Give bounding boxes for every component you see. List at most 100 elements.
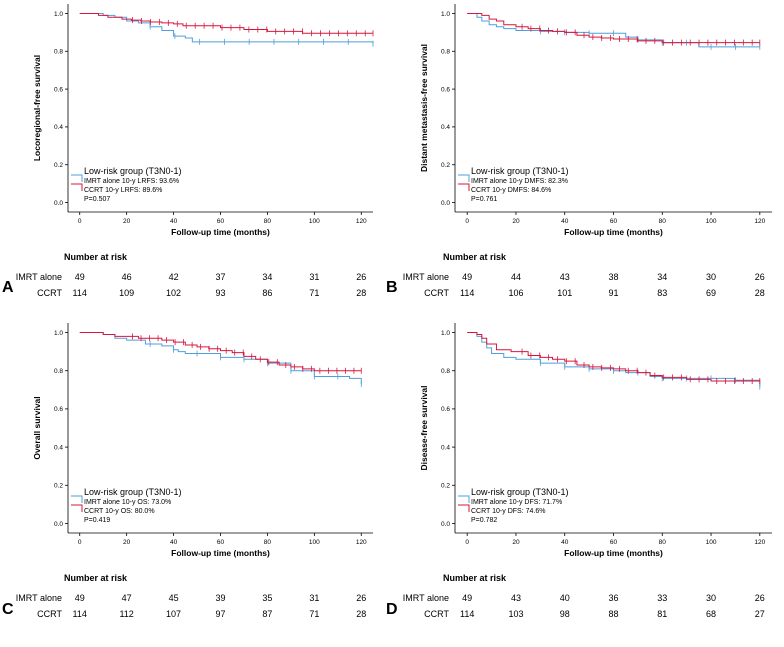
panel-a: 0.0 0.2 0.4 0.6 0.8 1.0 0 20 40 60 80 100 120 Follow-… [2,4,374,298]
y-tick-label: 1.0 [441,11,450,18]
x-tick-label: 80 [659,218,667,225]
x-tick-label: 60 [610,218,618,225]
curve-ccrt [467,12,760,44]
risk-count-imrt: 31 [309,593,319,603]
x-axis-title: Follow-up time (months) [171,227,270,237]
panel-c: 0.0 0.2 0.4 0.6 0.8 1.0 0 20 40 60 80 100 120 Follow-… [2,323,373,619]
risk-count-ccrt: 109 [119,288,134,298]
risk-count-imrt: 40 [560,593,570,603]
risk-count-imrt: 43 [511,593,521,603]
risk-count-ccrt: 114 [460,288,474,298]
y-tick-label: 0.0 [441,521,450,528]
x-tick-label: 80 [264,218,272,225]
risk-count-ccrt: 93 [215,288,225,298]
risk-count-ccrt: 28 [356,609,366,619]
y-tick-label: 1.0 [54,11,63,18]
y-tick-label: 0.6 [54,406,63,413]
legend-swatch-imrt [71,495,83,503]
x-tick-label: 80 [264,539,272,546]
y-axis-title: Distant metastasis-free survival [419,44,429,172]
risk-count-ccrt: 102 [166,288,181,298]
x-tick-label: 40 [561,539,569,546]
legend-imrt: IMRT alone 10-y DMFS: 82.3% [471,178,568,185]
risk-count-ccrt: 106 [508,288,523,298]
x-tick-label: 100 [309,218,320,225]
risk-count-imrt: 38 [608,272,618,282]
x-tick-label: 0 [78,539,82,546]
risk-count-imrt: 37 [215,272,225,282]
legend-swatch-ccrt [458,504,470,512]
y-tick-label: 0.8 [441,49,450,56]
y-tick-label: 0.2 [54,162,63,169]
curve-imrt-alone [467,12,760,48]
y-axis-title: Disease-free survival [419,385,429,470]
risk-count-imrt: 49 [462,272,472,282]
x-tick-label: 120 [754,539,765,546]
legend-title: Low-risk group (T3N0-1) [471,487,569,497]
risk-count-ccrt: 28 [755,288,765,298]
y-axis-title: Locoregional-free survival [32,55,42,161]
risk-count-ccrt: 101 [557,288,572,298]
risk-label-ccrt: CCRT [424,288,449,298]
legend-p-value: P=0.761 [471,196,497,203]
legend-swatch-ccrt [71,504,83,512]
y-tick-label: 0.4 [441,444,450,451]
legend-swatch-imrt [458,174,470,182]
number-at-risk-title: Number at risk [64,252,128,262]
risk-count-imrt: 26 [356,593,366,603]
x-tick-label: 40 [561,218,569,225]
y-tick-label: 0.2 [441,483,450,490]
legend-swatch-imrt [71,174,83,182]
x-tick-label: 20 [512,218,520,225]
legend-p-value: P=0.782 [471,517,497,524]
curve-imrt-alone [79,12,374,44]
risk-count-imrt: 46 [122,272,132,282]
x-tick-label: 100 [309,539,320,546]
curve-ccrt [467,332,760,382]
x-tick-label: 0 [78,218,82,225]
risk-count-imrt: 33 [657,593,667,603]
risk-count-ccrt: 88 [608,609,618,619]
legend-swatch-ccrt [71,183,83,191]
x-tick-label: 120 [754,218,765,225]
y-tick-label: 0.2 [54,483,63,490]
curve-imrt-alone [467,332,761,387]
risk-count-ccrt: 114 [73,288,87,298]
panel-letter: C [2,601,14,618]
y-axis-title: Overall survival [32,396,42,459]
y-tick-label: 0.6 [54,86,63,93]
risk-count-ccrt: 91 [608,288,618,298]
y-tick-label: 0.2 [441,162,450,169]
x-tick-label: 120 [356,218,367,225]
legend-title: Low-risk group (T3N0-1) [471,166,569,176]
curve-ccrt [79,12,373,34]
x-axis-title: Follow-up time (months) [564,227,663,237]
risk-label-ccrt: CCRT [37,288,62,298]
risk-count-imrt: 44 [511,272,521,282]
x-tick-label: 60 [217,539,225,546]
risk-count-ccrt: 112 [119,609,133,619]
risk-count-ccrt: 97 [215,609,225,619]
panel-letter: D [386,601,398,618]
risk-count-ccrt: 27 [755,609,765,619]
risk-count-ccrt: 69 [706,288,716,298]
risk-count-imrt: 42 [169,272,179,282]
y-tick-label: 0.0 [441,200,450,207]
risk-count-ccrt: 114 [460,609,474,619]
x-tick-label: 0 [465,218,469,225]
legend-imrt: IMRT alone 10-y DFS: 71.7% [471,499,562,506]
risk-label-imrt: IMRT alone [403,593,449,603]
x-tick-label: 60 [610,539,618,546]
y-tick-label: 0.6 [441,406,450,413]
risk-count-ccrt: 71 [309,288,319,298]
risk-count-ccrt: 114 [73,609,87,619]
risk-count-ccrt: 28 [356,288,366,298]
panel-b: 0.0 0.2 0.4 0.6 0.8 1.0 0 20 40 60 80 100 120 Follow-… [386,4,772,298]
y-tick-label: 0.8 [54,49,63,56]
legend-title: Low-risk group (T3N0-1) [84,487,182,497]
x-tick-label: 20 [512,539,520,546]
x-axis-title: Follow-up time (months) [171,548,270,558]
legend-ccrt: CCRT 10-y DMFS: 84.6% [471,187,551,194]
risk-count-imrt: 34 [262,272,272,282]
